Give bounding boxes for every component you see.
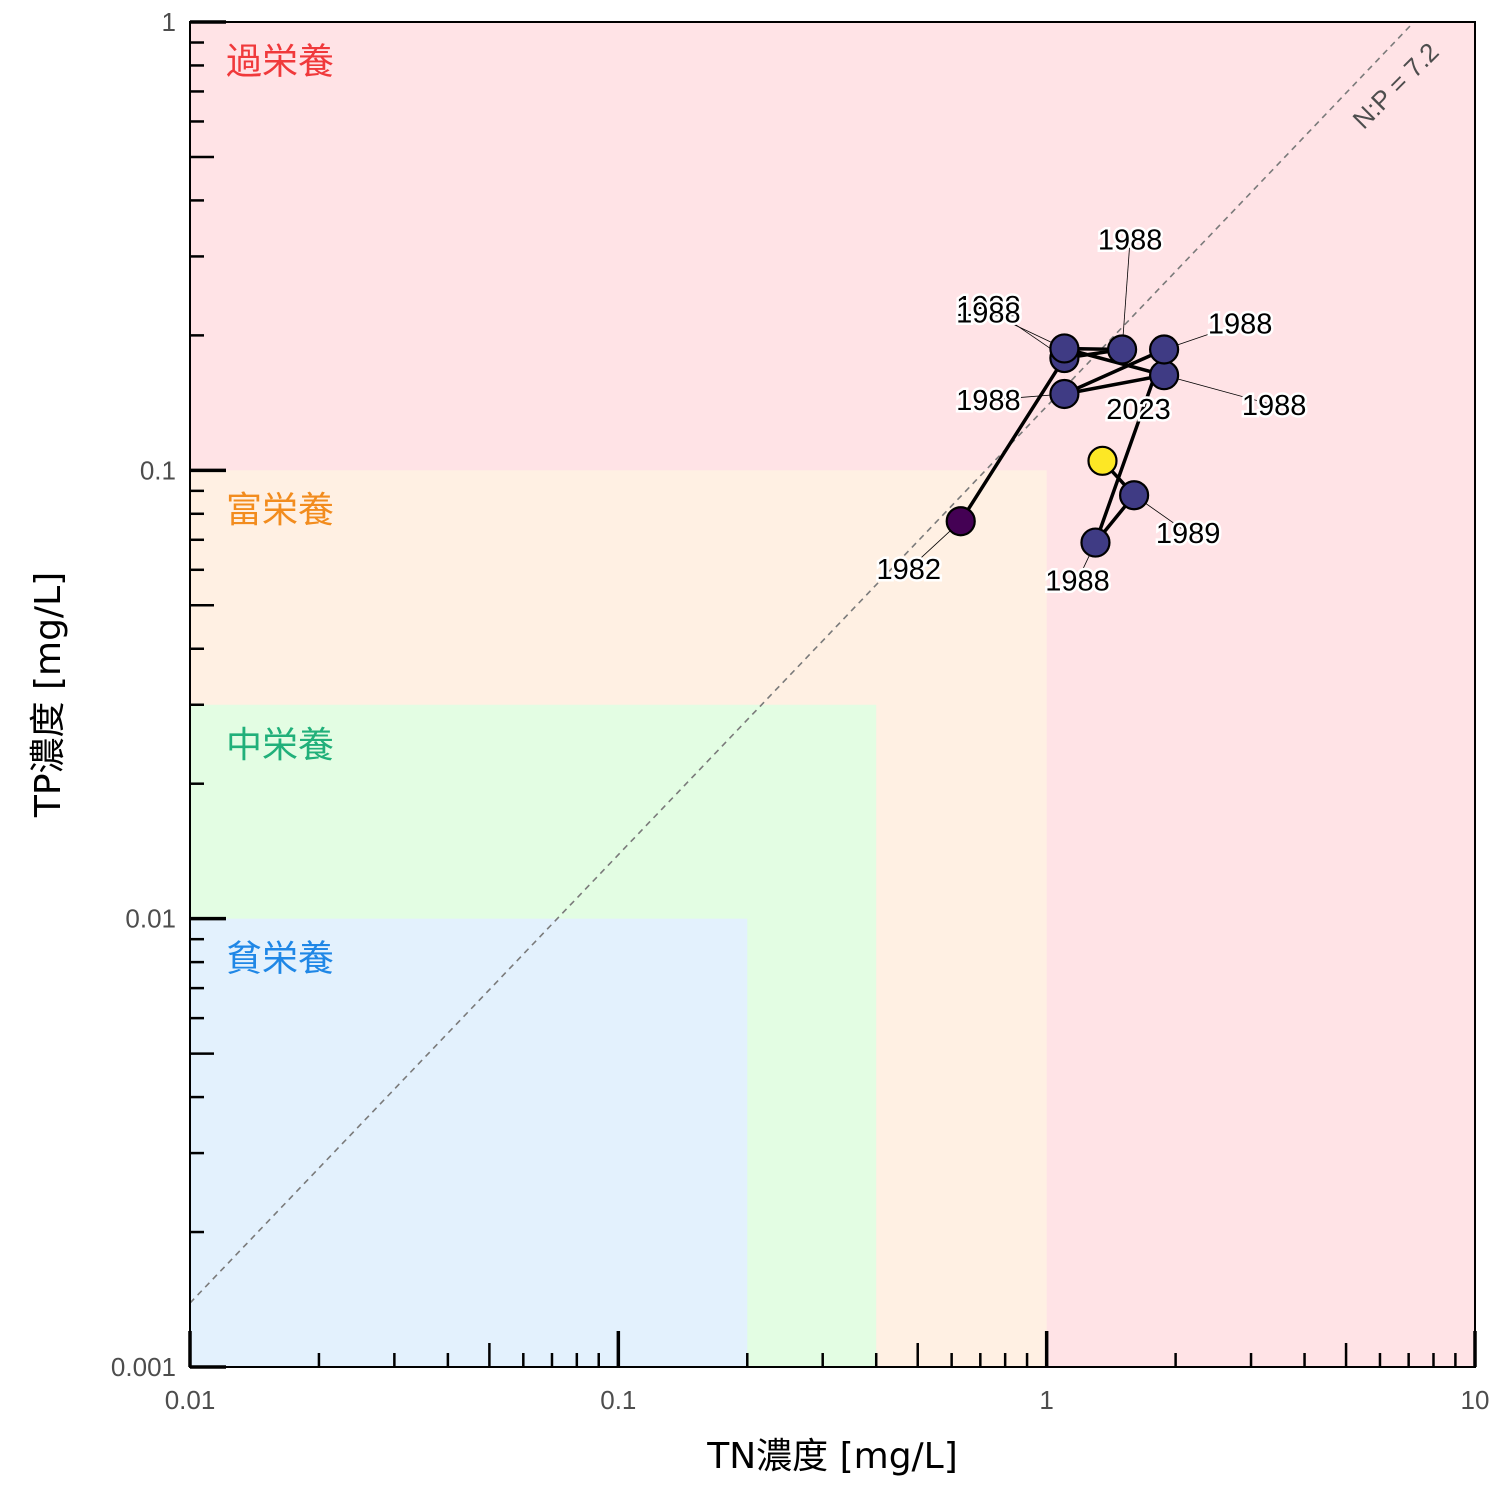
zone-rect (190, 918, 748, 1367)
data-point-1988 (1148, 360, 1180, 391)
x-tick-label: 0.01 (165, 1385, 216, 1415)
year-label: 1989 (1156, 518, 1221, 550)
data-point-1988 (1148, 334, 1180, 365)
trajectory-line (959, 346, 1166, 545)
year-label: 1988 (1098, 225, 1163, 257)
y-tick-label: 0.001 (111, 1352, 176, 1382)
y-axis-title: TP濃度 [mg/L] (28, 572, 69, 818)
year-label: 1988 (1208, 309, 1273, 341)
x-tick-label: 1 (1039, 1385, 1053, 1415)
data-point-2023 (1087, 445, 1118, 476)
year-label: 1988 (1045, 566, 1110, 598)
year-label: 1988 (956, 297, 1021, 329)
year-label: 1988 (956, 385, 1021, 417)
data-point-1982 (945, 506, 976, 537)
data-point-1988 (1049, 378, 1080, 410)
zone-label: 富栄養 (226, 490, 334, 531)
year-label: 2023 (1106, 394, 1171, 426)
data-point-1989 (1118, 480, 1150, 511)
data-point-1988 (1049, 333, 1080, 364)
year-label: 1988 (956, 291, 1021, 323)
zone-label: 過栄養 (226, 42, 334, 83)
label-leader (1163, 374, 1275, 406)
x-axis-title: TN濃度 [mg/L] (706, 1436, 958, 1477)
zone-label: 中栄養 (226, 725, 334, 766)
year-label: 1988 (1242, 390, 1307, 422)
zone-label: 貧栄養 (226, 938, 334, 979)
y-tick-label: 1 (162, 7, 176, 37)
reference-line (189, 21, 1415, 1304)
plot-frame (189, 21, 1476, 1368)
label-leader (1121, 239, 1131, 350)
trajectory-path (959, 346, 1166, 545)
y-axis-ticks: 0.001 0.01 0.1 1 (111, 7, 226, 1382)
x-axis-ticks: 0.01 0.1 1 10 (165, 1331, 1490, 1415)
data-point-1988 (1080, 527, 1111, 558)
y-tick-label: 0.1 (140, 455, 176, 485)
data-point-1988 (1106, 334, 1138, 365)
x-tick-label: 0.1 (600, 1385, 636, 1415)
y-tick-label: 0.01 (125, 904, 176, 934)
year-label: 1982 (876, 554, 941, 586)
data-points (945, 333, 1180, 558)
x-tick-label: 10 (1461, 1385, 1490, 1415)
trophic-zones (190, 22, 1475, 1367)
